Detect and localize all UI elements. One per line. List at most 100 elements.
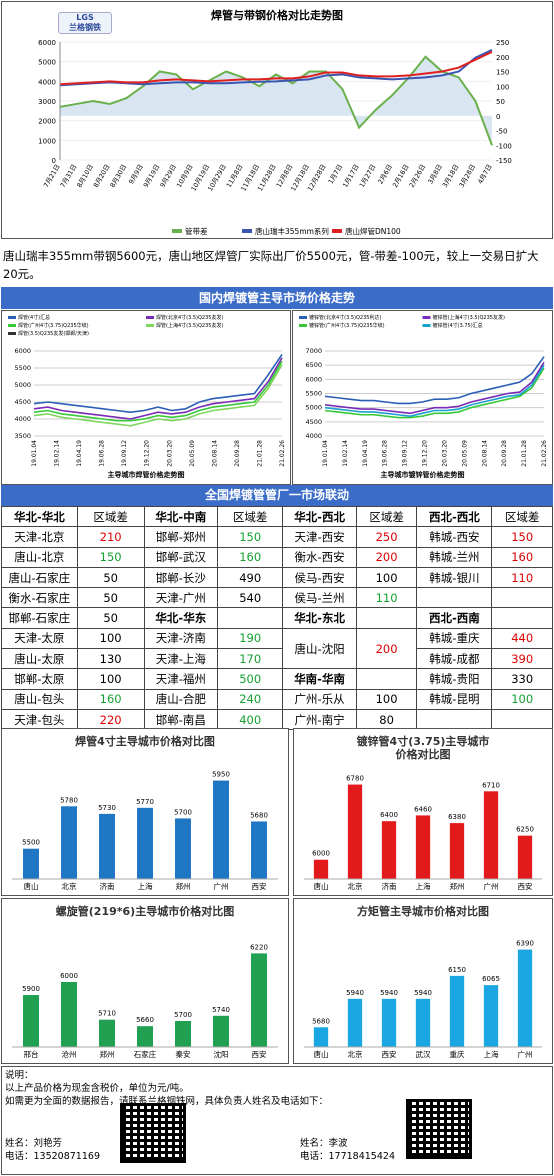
notes-label: 说明： (5, 1070, 34, 1081)
x-tick: 3月28日 (457, 163, 477, 189)
bar (483, 985, 499, 1047)
table-banner: 全国焊镀管管厂一市场联动 (1, 485, 553, 506)
table-cell: 韩城-西安 (416, 526, 493, 548)
y-tick: 5500 (305, 390, 322, 398)
x-tick: 秦安 (176, 1049, 191, 1059)
table-cell: 天津-福州 (143, 668, 219, 690)
table-cell: 150 (76, 546, 145, 568)
table-cell: 邯郸-长沙 (143, 566, 219, 589)
bar (99, 813, 115, 879)
legend-swatch (422, 324, 431, 327)
series-line-strip (59, 48, 493, 87)
chart-title: 螺旋管(219*6)主导城市价格对比图 (56, 904, 234, 918)
table-cell: 区域差 (491, 505, 553, 528)
galv-left-panel: 焊管(4寸)汇总 焊管(北京4寸(3.5)Q235友发) 焊管(广州4寸(3.75)… (1, 310, 291, 485)
x-tick: 1月27日 (358, 163, 378, 189)
data-label: 6400 (380, 811, 398, 819)
galv-left-chart: 焊管(4寸)汇总 焊管(北京4寸(3.5)Q235友发) 焊管(广州4寸(3.75)… (8, 314, 286, 479)
x-tick: 邢台 (24, 1049, 39, 1059)
legend-label: 焊管(3.5)Q235友发(邯郸/天津) (18, 330, 89, 337)
x-tick: 8月30日 (109, 163, 129, 189)
data-label: 5700 (174, 1011, 192, 1019)
x-tick: 郑州 (100, 1049, 115, 1059)
bar (137, 1026, 153, 1047)
data-label: 5900 (22, 985, 40, 993)
x-tick: 21.01.28 (521, 440, 528, 467)
data-label: 5940 (380, 989, 398, 997)
bar (415, 998, 431, 1047)
bar (137, 807, 153, 879)
legend-label: 焊管(北京4寸(3.5)Q235友发) (156, 314, 223, 321)
y-right-tick: -50 (496, 128, 507, 136)
chart-footer: 主导城市焊管价格走势图 (108, 470, 185, 479)
x-tick: 济南 (100, 881, 115, 891)
bar (23, 848, 39, 879)
galv-right-panel: 镀锌管(北京4寸(3.5)Q235利达) 镀锌管(上海4寸(3.5)Q235友发)… (292, 310, 553, 485)
data-label: 6390 (516, 940, 534, 948)
data-label: 6150 (448, 966, 466, 974)
bar (449, 975, 465, 1047)
table-cell: 唐山-北京 (1, 546, 78, 568)
data-label: 5700 (174, 808, 192, 816)
table-cell: 100 (355, 688, 418, 710)
legend-label: 管带差 (185, 226, 208, 236)
bar (313, 859, 329, 879)
table-cell: 韩城-重庆 (416, 627, 493, 650)
table-row: 唐山-石家庄 50 邯郸-长沙 490 侯马-西安 100 韩城-银川 110 (1, 566, 553, 589)
x-tick: 19.04.19 (76, 440, 83, 467)
diff-area (60, 56, 492, 146)
table-row: 衡水-石家庄 50 天津-广州 540 侯马-兰州 110 (1, 587, 553, 609)
table-cell: 160 (76, 688, 145, 710)
x-tick: 唐山 (314, 881, 329, 891)
x-tick: 郑州 (450, 881, 465, 891)
table-cell: 100 (491, 688, 553, 710)
top-chart: 焊管与带钢价格对比走势图0100020003000400050006000-15… (38, 8, 512, 236)
table-row: 天津-包头 220 邯郸-南昌 400 广州-南宁 80 (1, 708, 553, 731)
table-header-cell: 华北-华北 (1, 505, 78, 528)
x-tick: 石家庄 (134, 1049, 157, 1059)
table-cell: 190 (217, 627, 284, 650)
data-label: 6380 (448, 813, 466, 821)
x-tick: 20.08.14 (481, 440, 488, 467)
table-row: 华北-华北 区域差 华北-中南 区域差 华北-西北 区域差 西北-西北 区域差 (1, 505, 553, 528)
x-tick: 西安 (382, 1049, 397, 1059)
y-tick: 4500 (305, 418, 322, 426)
table-cell: 唐山-沈阳 (282, 627, 357, 670)
x-tick: 20.03.20 (441, 440, 448, 467)
legend-swatch (8, 324, 16, 327)
table-cell: 天津-北京 (1, 526, 78, 548)
x-tick: 广州 (518, 1049, 533, 1059)
legend-swatch (299, 324, 307, 327)
table-cell (491, 607, 553, 629)
legend-label: 焊管(4寸)汇总 (18, 314, 50, 321)
bar-panel-1: 焊管4寸主导城市价格对比图 5500 唐山 5780 北京 5730 济南 5770 上海 570… (1, 728, 289, 896)
table-cell: 邯郸-石家庄 (1, 607, 78, 629)
contact1-name: 姓名：刘艳芳 (5, 1138, 63, 1149)
bar (517, 835, 533, 879)
y-left-tick: 5000 (38, 59, 56, 67)
table-row: 唐山-北京 150 邯郸-武汉 160 衡水-西安 200 韩城-兰州 160 (1, 546, 553, 568)
bar (175, 1021, 191, 1047)
table-cell: 衡水-石家庄 (1, 587, 78, 609)
bar (251, 953, 267, 1047)
table-row: 邯郸-太原 100 天津-福州 500 华南-华南 韩城-贵阳 330 (1, 668, 553, 690)
table-cell: 侯马-西安 (282, 566, 357, 589)
x-tick: 20.05.09 (461, 440, 468, 467)
y-right-tick: 0 (496, 113, 500, 121)
table-header-cell: 西北-西北 (416, 505, 493, 528)
y-right-tick: 100 (496, 83, 509, 91)
x-tick: 上海 (416, 881, 431, 891)
chart-title: 焊管4寸主导城市价格对比图 (75, 734, 215, 748)
notes-line1: 以上产品价格为现金含税价，单位为元/吨。 (5, 1083, 189, 1094)
data-label: 6000 (60, 972, 78, 980)
series-line (324, 367, 545, 419)
x-tick: 西安 (252, 881, 267, 891)
table-cell: 100 (76, 668, 145, 690)
x-tick: 19.09.12 (121, 440, 128, 467)
contact2-name: 姓名：李波 (300, 1138, 348, 1149)
data-label: 6780 (346, 775, 364, 783)
legend-label: 唐山瑞丰355mm系列 (255, 226, 329, 236)
data-label: 5950 (212, 771, 230, 779)
y-left-tick: 6000 (38, 39, 56, 47)
x-tick: 21.02.26 (279, 440, 286, 467)
